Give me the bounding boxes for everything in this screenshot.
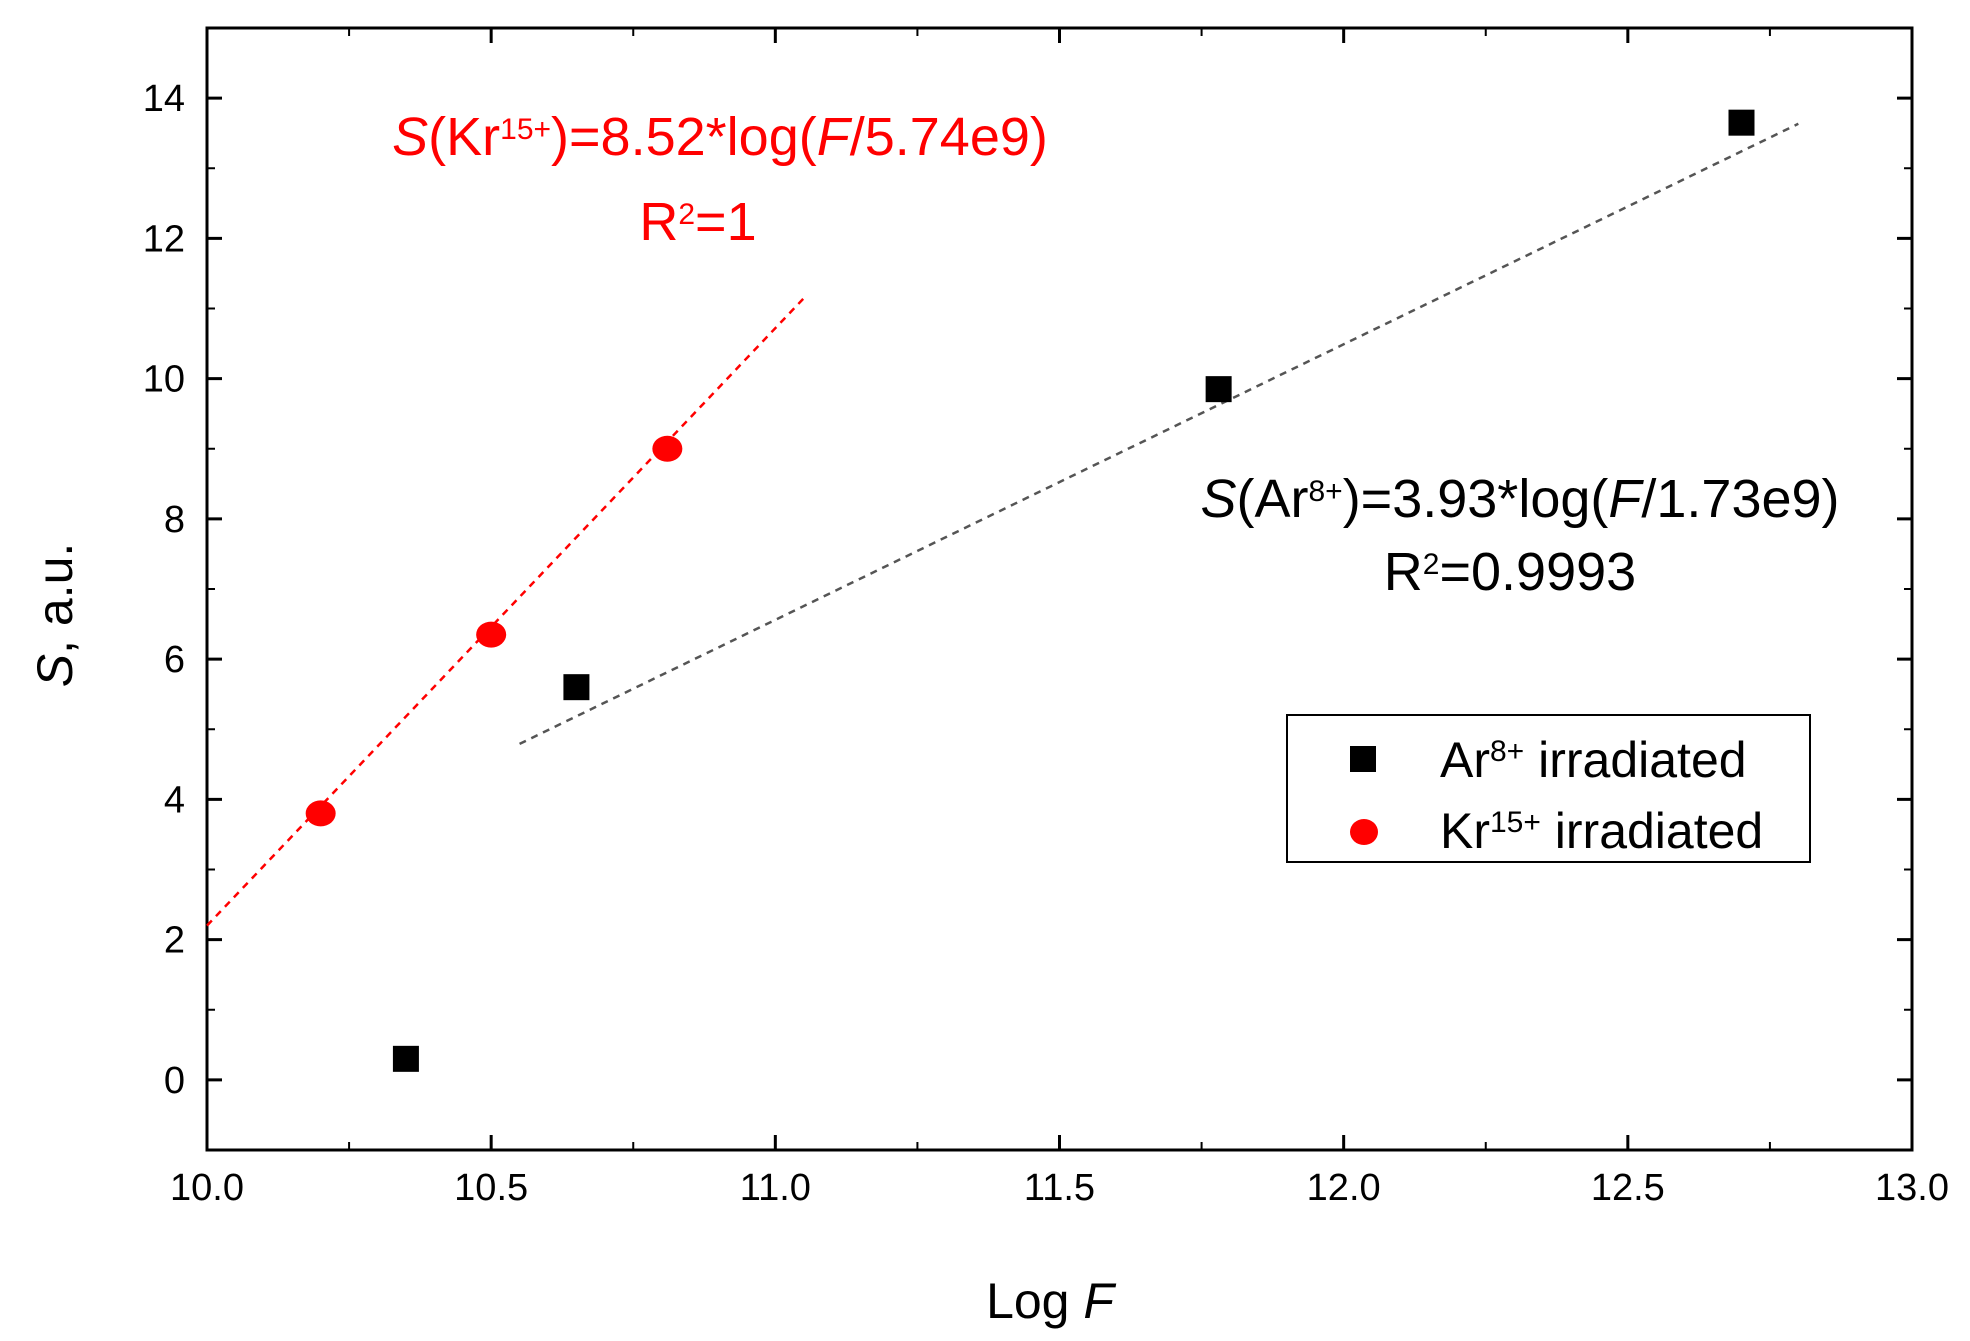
- legend-marker-kr: [1350, 819, 1378, 845]
- y-tick-label: 12: [143, 218, 185, 260]
- legend: Ar8+ irradiated Kr15+ irradiated: [1286, 714, 1811, 863]
- y-tick-label: 8: [164, 499, 185, 541]
- kr-fit-line: [206, 297, 805, 927]
- ar-data-point: [1728, 109, 1755, 136]
- data-points: [305, 109, 1755, 1072]
- svg-text:R2=0.9993: R2=0.9993: [1384, 542, 1636, 602]
- ar-data-point: [563, 674, 590, 701]
- ar-fit-equation: S(Ar8+)=3.93*log(F/1.73e9) R2=0.9993: [1200, 469, 1839, 602]
- x-tick-label: 11.5: [1024, 1167, 1095, 1209]
- ar-data-point: [1205, 376, 1232, 403]
- legend-marker-ar: [1350, 746, 1376, 772]
- x-tick-label: 12.0: [1307, 1167, 1381, 1209]
- kr-data-point: [652, 435, 683, 462]
- kr-data-point: [305, 800, 336, 827]
- legend-label-ar: Ar8+ irradiated: [1440, 732, 1747, 788]
- y-tick-label: 6: [164, 639, 185, 681]
- svg-text:S(Ar8+)=3.93*log(F/1.73e9): S(Ar8+)=3.93*log(F/1.73e9): [1200, 469, 1839, 529]
- x-tick-label: 11.0: [740, 1167, 811, 1209]
- x-axis-title: Log F: [986, 1273, 1116, 1329]
- x-tick-label: 10.0: [170, 1167, 244, 1209]
- ar-fit-line: [519, 122, 1799, 745]
- y-tick-label: 10: [143, 359, 185, 401]
- x-tick-label: 13.0: [1875, 1167, 1949, 1209]
- y-tick-label: 2: [164, 920, 185, 962]
- ar-data-point: [392, 1045, 419, 1072]
- svg-text:S(Kr15+)=8.52*log(F/5.74e9): S(Kr15+)=8.52*log(F/5.74e9): [392, 107, 1048, 167]
- fit-lines: [206, 122, 1799, 927]
- x-tick-label: 10.5: [454, 1167, 528, 1209]
- y-axis-title: S, a.u.: [27, 543, 83, 688]
- svg-text:R2=1: R2=1: [639, 192, 756, 252]
- legend-label-kr: Kr15+ irradiated: [1440, 803, 1763, 859]
- x-tick-label: 12.5: [1591, 1167, 1665, 1209]
- kr-fit-equation: S(Kr15+)=8.52*log(F/5.74e9) R2=1: [392, 107, 1048, 252]
- kr-data-point: [476, 621, 507, 648]
- y-tick-label: 4: [164, 779, 185, 821]
- x-axis: 10.0 10.5 11.0 11.5 12.0 12.5 13.0: [170, 28, 1949, 1209]
- plot-area-frame: [205, 26, 1914, 1152]
- y-tick-label: 0: [164, 1060, 185, 1102]
- y-tick-label: 14: [143, 78, 185, 120]
- y-axis: 0 2 4 6 8 10 12 14: [143, 27, 1912, 1151]
